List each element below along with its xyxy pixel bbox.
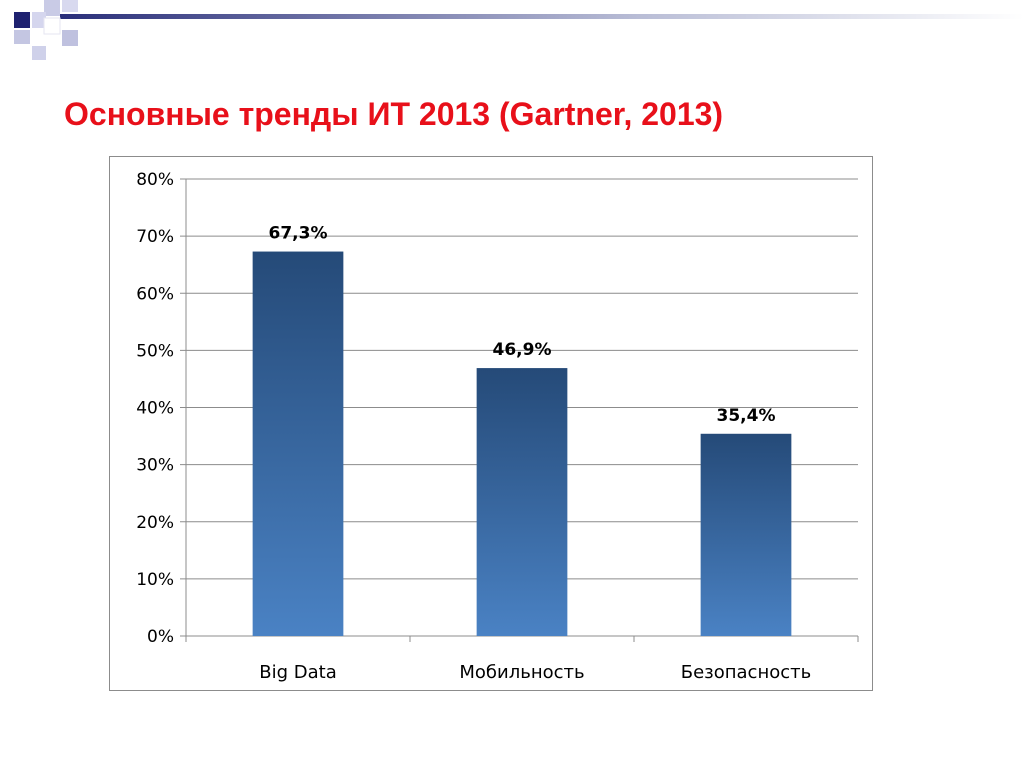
y-tick-label: 50% (136, 341, 174, 361)
category-label: Big Data (259, 662, 336, 683)
y-tick-label: 60% (136, 284, 174, 304)
bar-3 (700, 433, 792, 636)
bar-1 (252, 251, 344, 636)
category-label: Безопасность (681, 662, 811, 683)
y-tick-label: 10% (136, 570, 174, 590)
data-label: 35,4% (717, 406, 776, 426)
y-tick-label: 20% (136, 513, 174, 533)
bar-chart: 0% 10% 20% 30% 40% 50% 60% 70% 80% 67,3% Big Data 4… (136, 170, 859, 683)
slide-corner-decoration (14, 0, 1024, 60)
chart-area: 0% 10% 20% 30% 40% 50% 60% 70% 80% 67,3% Big Data 4… (109, 156, 873, 691)
y-tick-label: 80% (136, 170, 174, 190)
y-tick-label: 30% (136, 456, 174, 476)
y-tick-label: 0% (147, 627, 174, 647)
data-label: 46,9% (493, 340, 552, 360)
y-tick-label: 40% (136, 399, 174, 419)
data-label: 67,3% (269, 224, 328, 244)
y-tick-label: 70% (136, 227, 174, 247)
bar-2 (476, 368, 568, 636)
slide-title: Основные тренды ИТ 2013 (Gartner, 2013) (64, 96, 724, 132)
category-label: Мобильность (459, 662, 584, 683)
